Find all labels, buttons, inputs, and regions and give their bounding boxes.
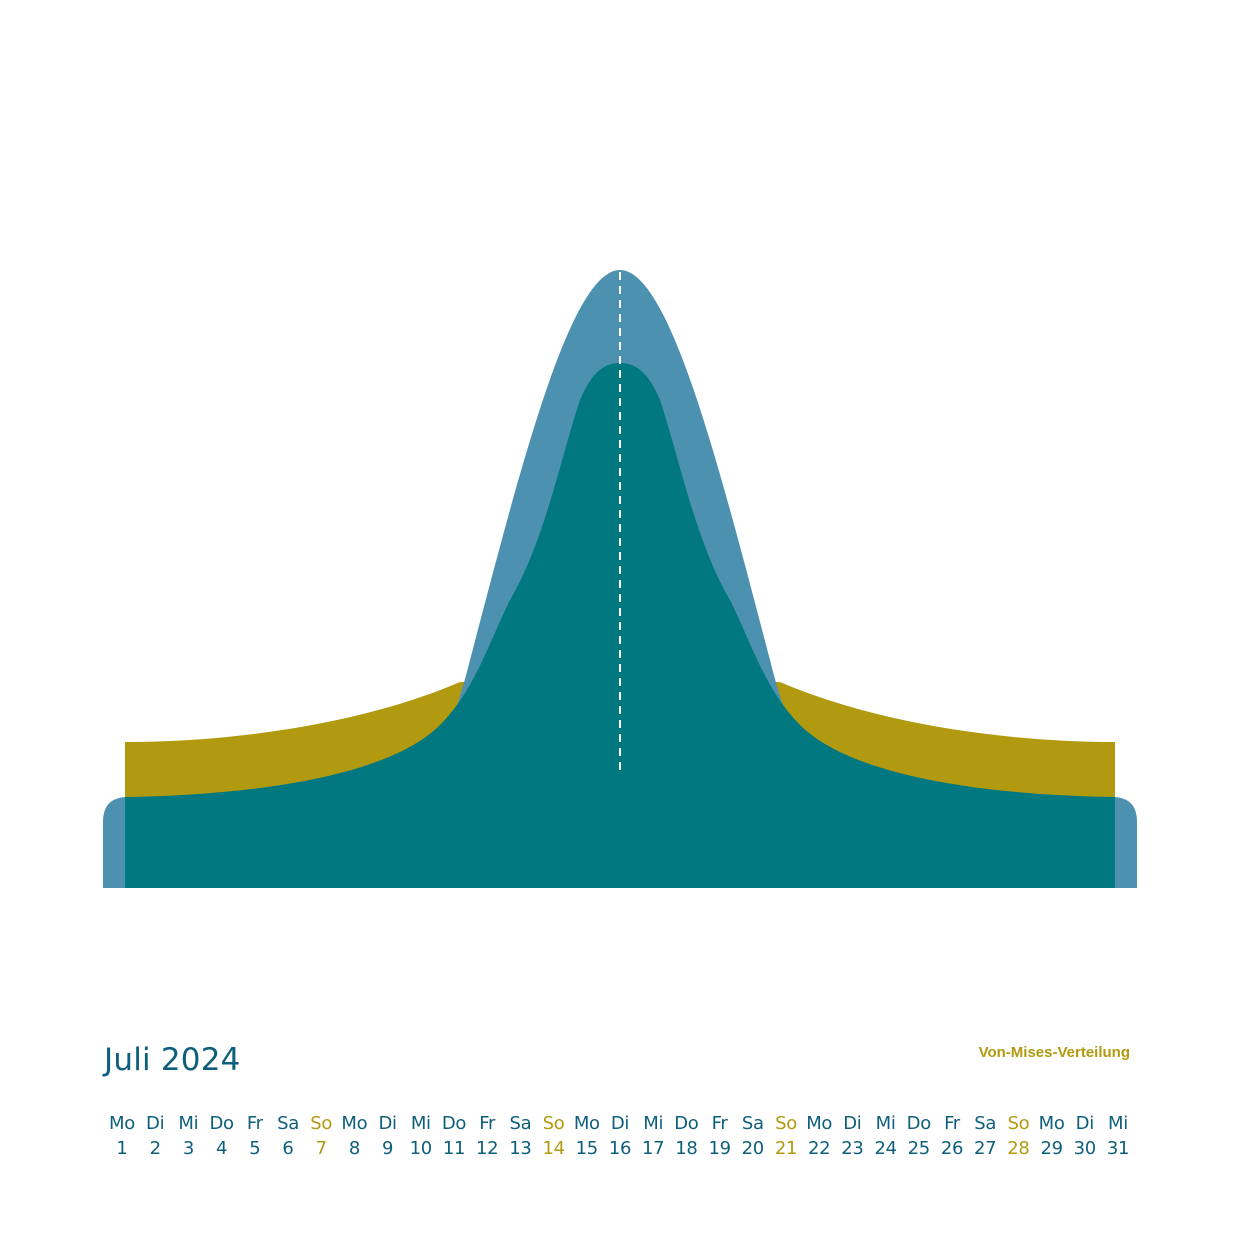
day-strip: Mo 1 Di 2 Mi 3 Do 4 Fr 5 Sa 6 So 7 Mo 8 Di 9 Mi 10 Do 11 Fr 12 S… bbox=[105, 1112, 1135, 1168]
day-number: 6 bbox=[282, 1138, 294, 1159]
day-number: 1 bbox=[116, 1138, 128, 1159]
calendar-day: Fr 26 bbox=[935, 1112, 969, 1162]
calendar-day: Di 9 bbox=[371, 1112, 405, 1162]
weekday-label: Di bbox=[610, 1113, 630, 1134]
weekday-label: So bbox=[775, 1113, 797, 1134]
calendar-day: Sa 13 bbox=[503, 1112, 537, 1162]
weekday-label: Mo bbox=[341, 1113, 368, 1134]
day-number: 20 bbox=[741, 1138, 765, 1159]
day-number: 7 bbox=[315, 1138, 327, 1159]
calendar-day: Sa 27 bbox=[968, 1112, 1002, 1162]
day-number: 25 bbox=[907, 1138, 931, 1159]
calendar-day: So 14 bbox=[537, 1112, 571, 1162]
day-number: 31 bbox=[1106, 1138, 1130, 1159]
calendar-day: Do 25 bbox=[902, 1112, 936, 1162]
calendar-day: Mi 24 bbox=[869, 1112, 903, 1162]
calendar-day: Di 30 bbox=[1068, 1112, 1102, 1162]
calendar-day: Do 11 bbox=[437, 1112, 471, 1162]
calendar-day: Fr 12 bbox=[470, 1112, 504, 1162]
weekday-label: Sa bbox=[741, 1113, 764, 1134]
month-title: Juli 2024 bbox=[104, 1042, 241, 1078]
calendar-day: So 7 bbox=[304, 1112, 338, 1162]
weekday-label: Sa bbox=[509, 1113, 532, 1134]
calendar-day: Mi 17 bbox=[636, 1112, 670, 1162]
day-number: 13 bbox=[509, 1138, 532, 1159]
day-number: 27 bbox=[974, 1138, 997, 1159]
day-number: 23 bbox=[841, 1138, 864, 1159]
day-number: 18 bbox=[675, 1138, 698, 1159]
day-number: 11 bbox=[442, 1138, 466, 1159]
weekday-label: Di bbox=[378, 1113, 397, 1134]
day-number: 9 bbox=[382, 1138, 394, 1159]
day-number: 30 bbox=[1073, 1138, 1097, 1159]
weekday-label: Fr bbox=[944, 1113, 960, 1134]
day-number: 14 bbox=[542, 1138, 565, 1159]
calendar-day: So 28 bbox=[1001, 1112, 1035, 1162]
calendar-day: Sa 20 bbox=[736, 1112, 770, 1162]
weekday-label: Mi bbox=[643, 1113, 664, 1134]
day-number: 4 bbox=[216, 1138, 228, 1159]
weekday-label: Fr bbox=[479, 1113, 496, 1134]
day-number: 8 bbox=[348, 1138, 360, 1159]
weekday-label: Mo bbox=[109, 1113, 135, 1134]
calendar-day: Sa 6 bbox=[271, 1112, 305, 1162]
day-number: 21 bbox=[774, 1138, 798, 1159]
weekday-label: Sa bbox=[277, 1113, 299, 1134]
weekday-label: Di bbox=[1075, 1113, 1095, 1134]
day-number: 16 bbox=[608, 1138, 632, 1159]
weekday-label: Fr bbox=[711, 1113, 728, 1134]
calendar-day: Di 16 bbox=[603, 1112, 637, 1162]
calendar-day: Mo 15 bbox=[570, 1112, 604, 1162]
weekday-label: Fr bbox=[246, 1113, 263, 1134]
calendar-day: Do 4 bbox=[205, 1112, 239, 1162]
calendar-day: Mi 10 bbox=[404, 1112, 438, 1162]
weekday-label: Do bbox=[209, 1113, 234, 1134]
calendar-day: Mo 1 bbox=[105, 1112, 139, 1162]
calendar-day: Di 23 bbox=[835, 1112, 869, 1162]
day-number: 19 bbox=[708, 1138, 731, 1159]
calendar-day: Mi 3 bbox=[171, 1112, 205, 1162]
weekday-label: Mi bbox=[875, 1113, 896, 1134]
weekday-label: Mo bbox=[806, 1113, 833, 1134]
day-number: 2 bbox=[149, 1138, 161, 1159]
day-number: 28 bbox=[1007, 1138, 1030, 1159]
weekday-label: So bbox=[542, 1113, 565, 1134]
von-mises-artwork bbox=[103, 270, 1137, 888]
weekday-label: Mo bbox=[1038, 1113, 1065, 1134]
calendar-day: Di 2 bbox=[138, 1112, 172, 1162]
day-number: 12 bbox=[476, 1138, 499, 1159]
weekday-label: So bbox=[310, 1113, 333, 1134]
day-number: 5 bbox=[249, 1138, 261, 1159]
weekday-label: Mi bbox=[1108, 1113, 1128, 1134]
teal-base bbox=[125, 797, 1115, 888]
calendar-day: So 21 bbox=[769, 1112, 803, 1162]
weekday-label: Mo bbox=[573, 1113, 600, 1134]
weekday-label: Sa bbox=[974, 1113, 997, 1134]
weekday-label: Do bbox=[441, 1113, 467, 1134]
calendar-day: Fr 19 bbox=[703, 1112, 737, 1162]
calendar-day: Mo 29 bbox=[1035, 1112, 1069, 1162]
weekday-label: Di bbox=[146, 1113, 165, 1134]
weekday-label: Do bbox=[674, 1113, 699, 1134]
weekday-label: Mi bbox=[178, 1113, 199, 1134]
calendar-day: Mi 31 bbox=[1101, 1112, 1135, 1162]
day-number: 22 bbox=[808, 1138, 831, 1159]
day-number: 26 bbox=[940, 1138, 964, 1159]
calendar-day: Do 18 bbox=[669, 1112, 703, 1162]
weekday-label: Do bbox=[906, 1113, 932, 1134]
day-number: 10 bbox=[409, 1138, 433, 1159]
distribution-label: Von-Mises-Verteilung bbox=[978, 1044, 1130, 1061]
day-number: 3 bbox=[182, 1138, 194, 1159]
day-number: 15 bbox=[575, 1138, 599, 1159]
day-number: 17 bbox=[642, 1138, 665, 1159]
weekday-label: So bbox=[1007, 1113, 1030, 1134]
day-number: 24 bbox=[874, 1138, 897, 1159]
weekday-label: Mi bbox=[410, 1113, 431, 1134]
weekday-label: Di bbox=[843, 1113, 862, 1134]
day-number: 29 bbox=[1040, 1138, 1063, 1159]
calendar-day: Mo 22 bbox=[802, 1112, 836, 1162]
calendar-day: Fr 5 bbox=[238, 1112, 272, 1162]
calendar-day: Mo 8 bbox=[337, 1112, 371, 1162]
